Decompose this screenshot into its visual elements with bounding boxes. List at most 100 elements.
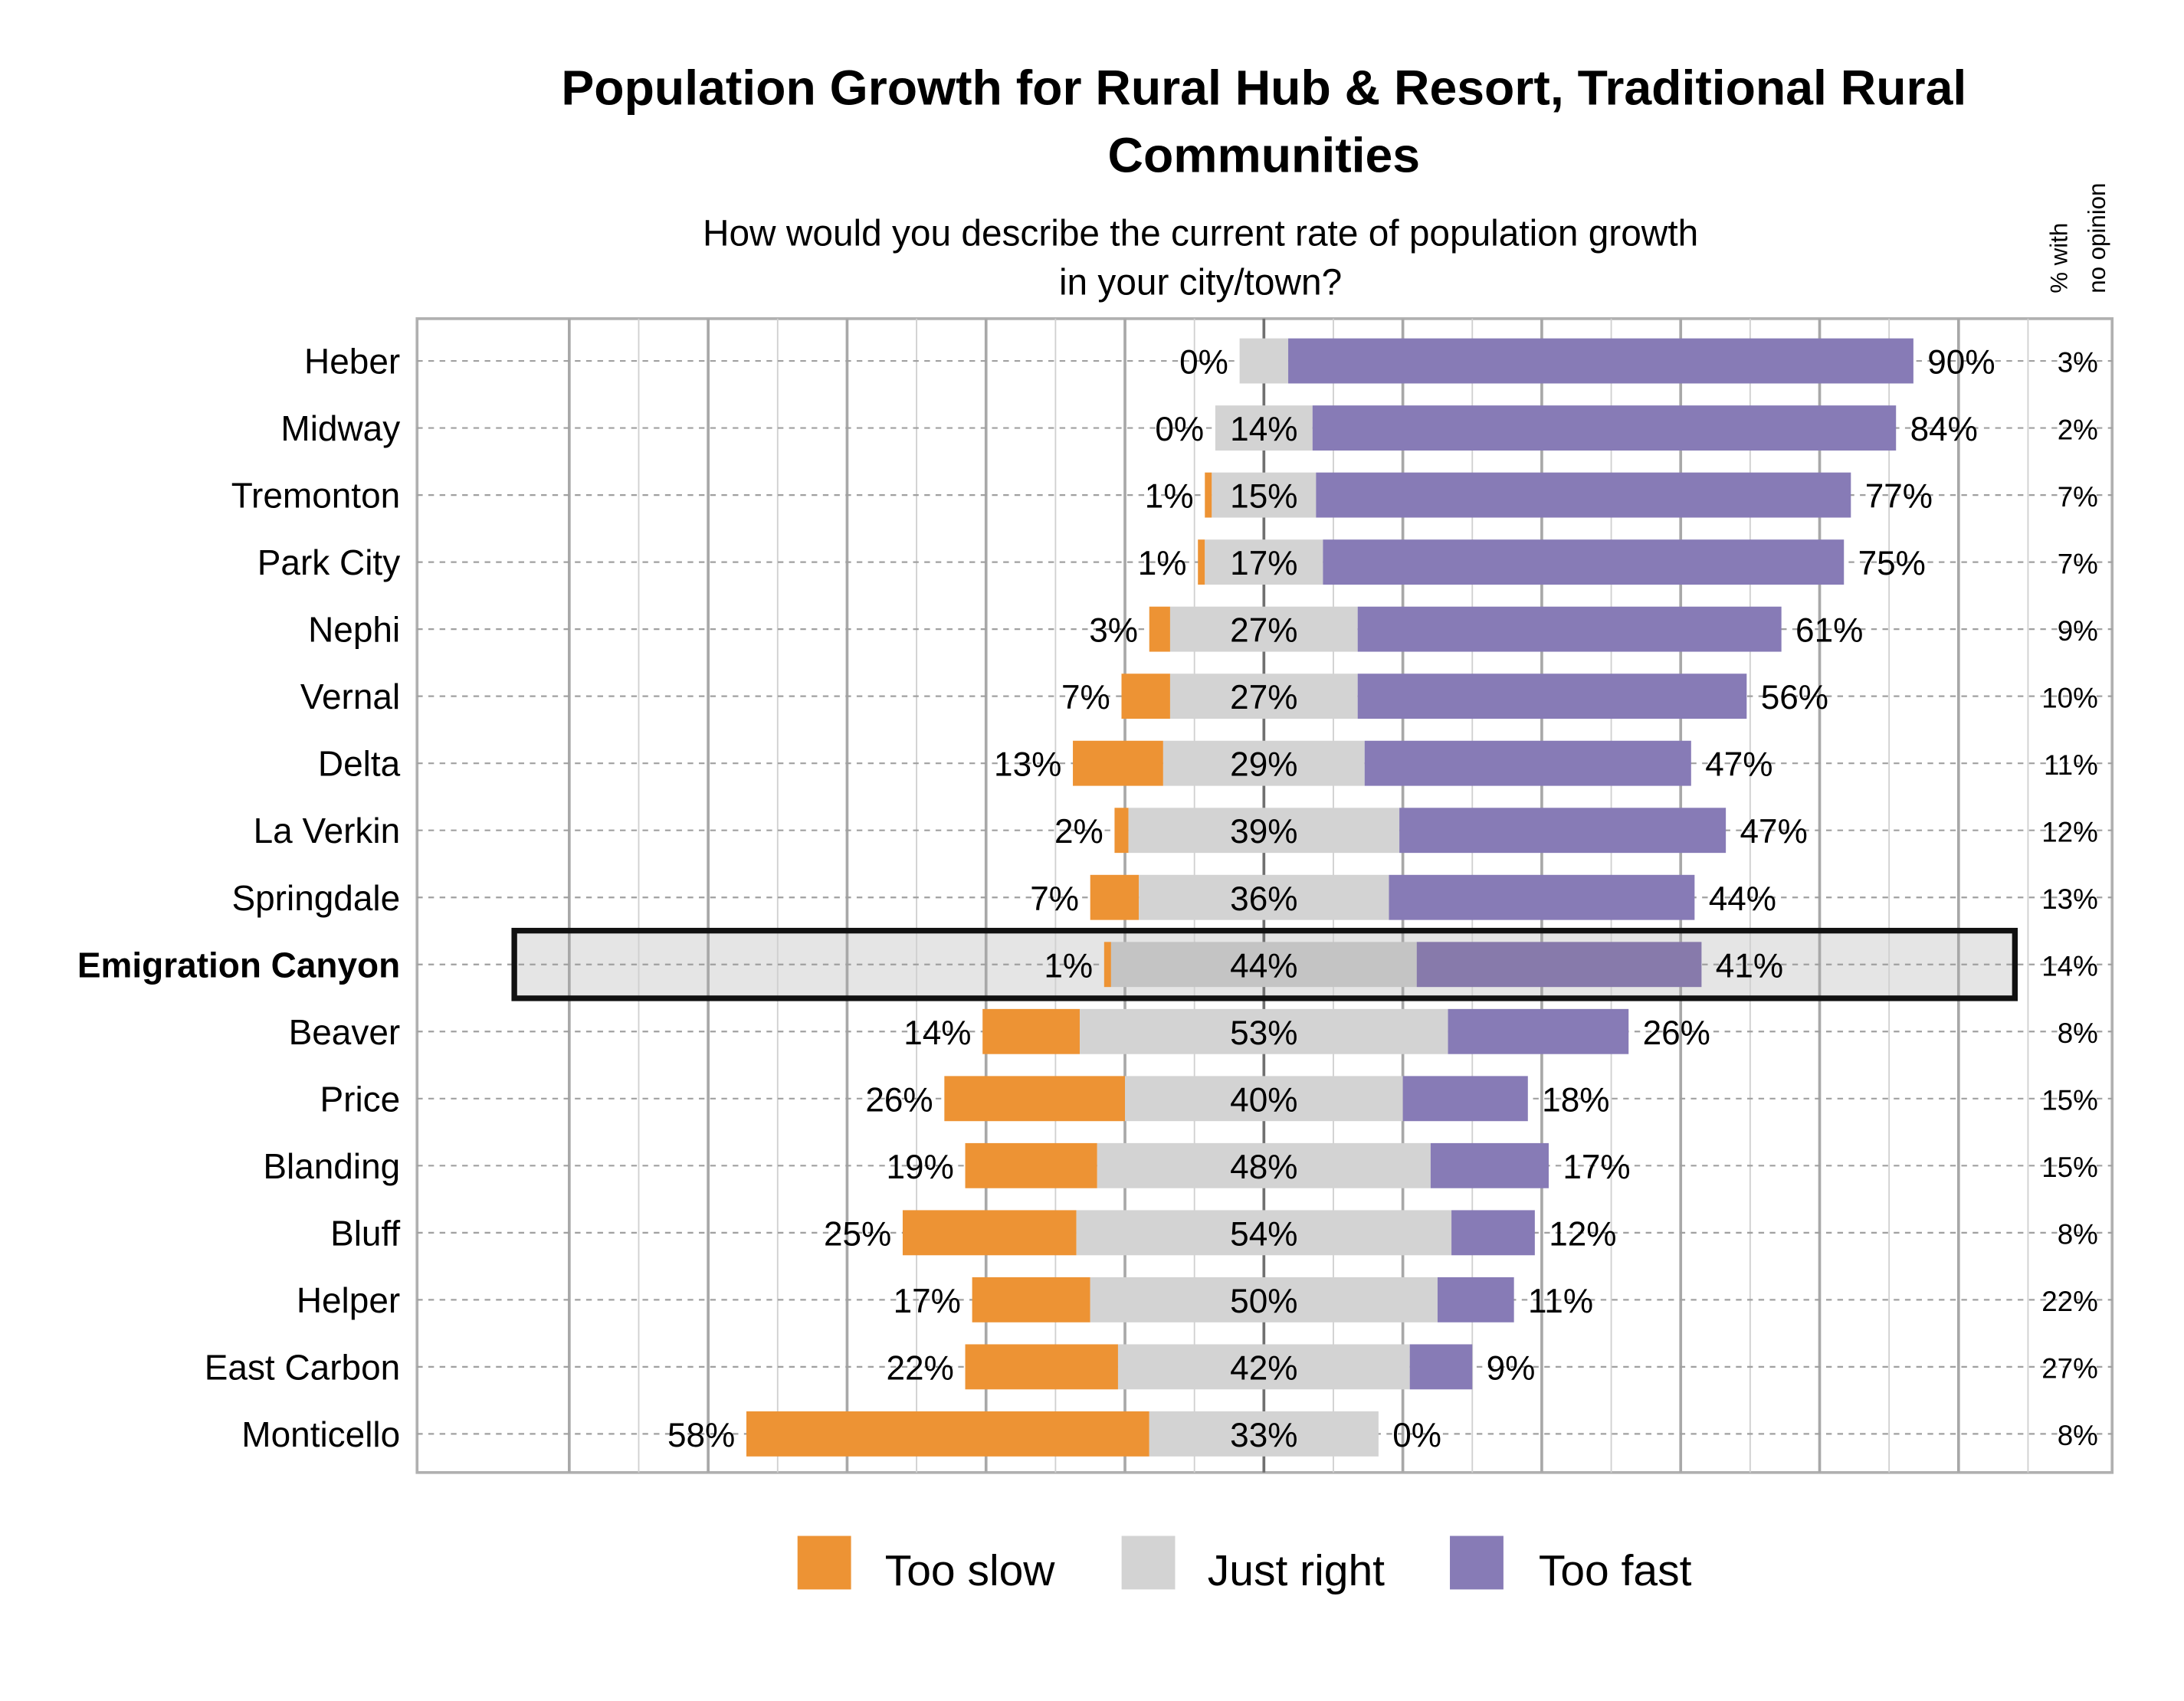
chart-subtitle-line-2: in your city/town?: [1059, 263, 1342, 303]
label-just-right: 40%: [1230, 1081, 1297, 1119]
label-no-opinion: 11%: [2044, 749, 2098, 781]
legend-label: Just right: [1208, 1546, 1385, 1595]
label-too-fast: 17%: [1563, 1149, 1630, 1186]
bar-too-slow: [965, 1142, 1097, 1188]
bar-just-right: [1090, 1277, 1438, 1322]
side-header-line-1: % with: [2045, 223, 2072, 293]
category-label: Helper: [297, 1280, 400, 1320]
plot-area: Heber 0% 90% 3%Midway 0% 14% 84% 2%Tremonton 1% 1…: [77, 317, 2114, 1474]
label-just-right: 39%: [1230, 813, 1297, 850]
label-too-fast: 75%: [1858, 545, 1926, 582]
label-no-opinion: 15%: [2041, 1085, 2098, 1116]
label-too-slow: 3%: [1089, 612, 1138, 650]
label-just-right: 27%: [1230, 612, 1297, 650]
category-label: Price: [320, 1079, 400, 1119]
label-just-right: 33%: [1230, 1417, 1297, 1454]
bar-just-right: [1163, 740, 1365, 786]
legend-label: Too slow: [885, 1546, 1056, 1595]
label-no-opinion: 9%: [2058, 615, 2098, 647]
label-just-right: 54%: [1230, 1215, 1297, 1253]
label-too-fast: 77%: [1865, 478, 1933, 516]
category-label: Monticello: [241, 1414, 400, 1454]
category-label: East Carbon: [205, 1347, 400, 1387]
label-too-slow: 1%: [1145, 478, 1194, 516]
bar-too-slow: [746, 1411, 1149, 1457]
bar-too-fast: [1448, 1008, 1629, 1054]
label-just-right: 14%: [1230, 411, 1297, 448]
bar-too-fast: [1409, 1344, 1473, 1390]
bar-just-right: [1149, 1411, 1379, 1457]
label-just-right: 15%: [1230, 478, 1297, 516]
label-no-opinion: 13%: [2041, 883, 2098, 915]
label-too-fast: 41%: [1716, 947, 1783, 985]
label-no-opinion: 27%: [2041, 1353, 2098, 1385]
label-too-fast: 84%: [1910, 411, 1978, 448]
label-too-slow: 1%: [1138, 545, 1187, 582]
bar-just-right: [1117, 1344, 1410, 1390]
label-too-slow: 2%: [1054, 813, 1103, 850]
label-too-fast: 56%: [1761, 679, 1828, 716]
label-just-right: 17%: [1230, 545, 1297, 582]
label-just-right: 50%: [1230, 1283, 1297, 1320]
label-no-opinion: 7%: [2058, 548, 2098, 579]
label-too-slow: 0%: [1179, 344, 1228, 382]
label-no-opinion: 15%: [2041, 1152, 2098, 1183]
category-label: Midway: [280, 408, 400, 448]
label-too-slow: 7%: [1061, 679, 1110, 716]
bar-too-slow: [1090, 874, 1140, 920]
label-no-opinion: 8%: [2058, 1420, 2098, 1451]
legend-swatch: [1121, 1535, 1176, 1590]
bar-too-fast: [1389, 874, 1695, 920]
label-no-opinion: 2%: [2058, 414, 2098, 445]
label-too-slow: 22%: [887, 1349, 954, 1387]
label-too-fast: 11%: [1528, 1283, 1593, 1320]
label-too-slow: 25%: [824, 1215, 891, 1253]
bar-just-right: [1080, 1008, 1448, 1054]
legend-label: Too fast: [1539, 1546, 1692, 1595]
bar-too-fast: [1451, 1210, 1535, 1256]
label-too-fast: 12%: [1549, 1215, 1616, 1253]
bar-too-fast: [1402, 1076, 1528, 1122]
bar-too-fast: [1357, 606, 1782, 652]
bar-too-slow: [972, 1277, 1090, 1322]
bar-too-slow: [902, 1210, 1077, 1256]
label-no-opinion: 12%: [2041, 816, 2098, 847]
label-too-slow: 7%: [1030, 880, 1079, 918]
bar-too-fast: [1312, 405, 1897, 451]
category-label: Vernal: [300, 677, 400, 716]
label-too-slow: 1%: [1044, 947, 1093, 985]
label-just-right: 27%: [1230, 679, 1297, 716]
label-just-right: 42%: [1230, 1349, 1297, 1387]
label-too-fast: 0%: [1392, 1417, 1441, 1454]
bar-too-slow: [965, 1344, 1118, 1390]
bar-too-slow: [1114, 808, 1129, 854]
highlight-frame: [511, 927, 2018, 1001]
label-just-right: 44%: [1230, 947, 1297, 985]
label-too-fast: 18%: [1542, 1081, 1609, 1119]
bar-just-right: [1125, 1076, 1403, 1122]
bar-too-fast: [1399, 808, 1727, 854]
label-no-opinion: 3%: [2058, 347, 2098, 379]
label-no-opinion: 7%: [2058, 481, 2098, 513]
label-too-fast: 9%: [1487, 1349, 1536, 1387]
category-label: Tremonton: [231, 476, 401, 516]
label-too-fast: 90%: [1927, 344, 1995, 382]
bar-just-right: [1215, 405, 1313, 451]
chart-title-line-1: Population Growth for Rural Hub & Resort…: [561, 60, 1966, 115]
label-no-opinion: 8%: [2058, 1018, 2098, 1049]
label-no-opinion: 22%: [2041, 1286, 2098, 1317]
category-label: La Verkin: [254, 811, 401, 850]
bar-just-right: [1076, 1210, 1452, 1256]
bar-just-right: [1212, 472, 1317, 518]
chart-subtitle-line-1: How would you describe the current rate …: [703, 213, 1698, 254]
legend: Too slow Just right Too fast: [797, 1535, 1692, 1595]
label-too-fast: 47%: [1705, 746, 1772, 784]
label-no-opinion: 10%: [2041, 682, 2098, 713]
label-just-right: 53%: [1230, 1014, 1297, 1052]
category-label: Park City: [257, 542, 400, 582]
label-too-slow: 14%: [903, 1014, 971, 1052]
label-just-right: 48%: [1230, 1149, 1297, 1186]
category-label: Heber: [304, 342, 400, 382]
category-label: Blanding: [263, 1146, 400, 1186]
bar-just-right: [1128, 808, 1400, 854]
